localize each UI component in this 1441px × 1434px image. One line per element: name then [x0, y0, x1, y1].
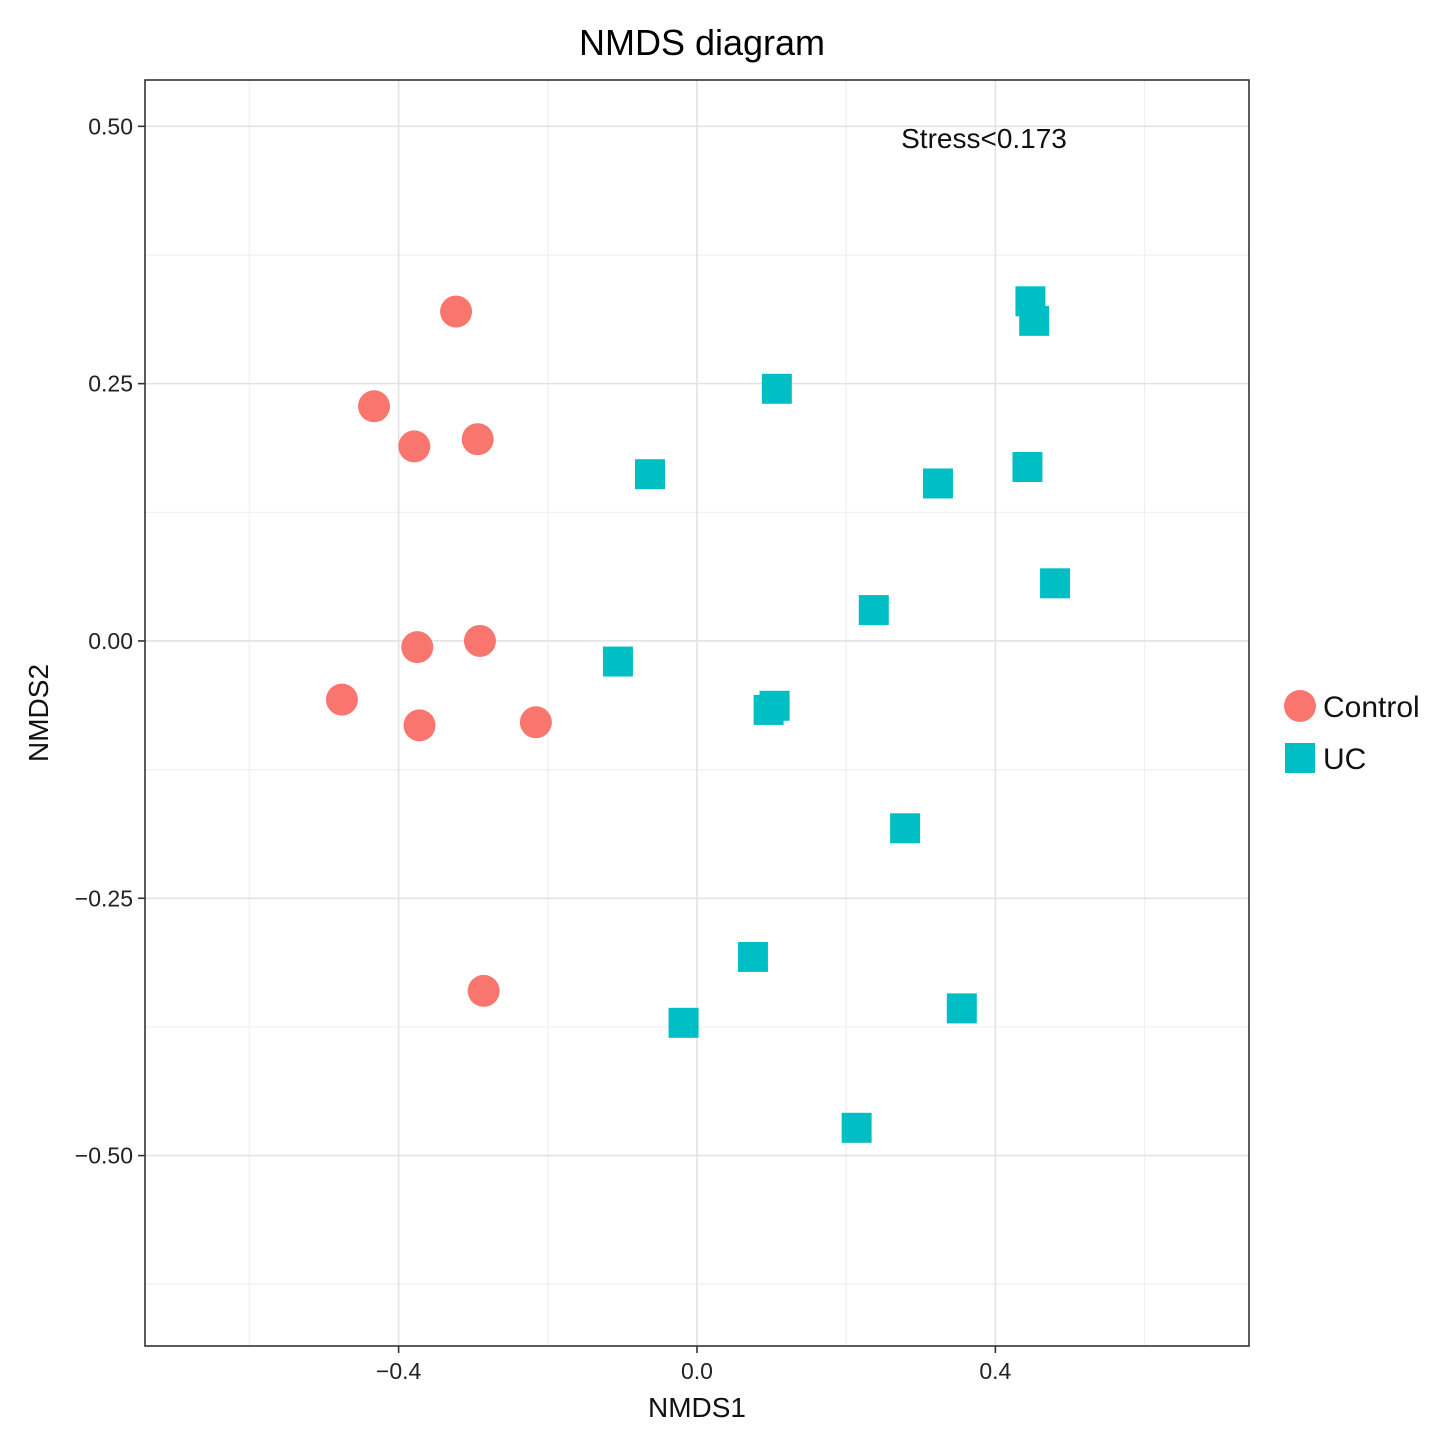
uc-point — [841, 1112, 872, 1143]
uc-point — [761, 373, 792, 404]
y-axis-title: NMDS2 — [23, 664, 54, 762]
control-point — [398, 430, 431, 463]
control-point — [403, 709, 436, 742]
chart-title: NMDS diagram — [579, 22, 825, 63]
x-tick-label: −0.4 — [376, 1358, 422, 1384]
uc-point — [858, 595, 889, 626]
control-point — [440, 295, 473, 328]
uc-point — [922, 468, 953, 499]
legend: Control UC — [1284, 690, 1420, 776]
legend-uc-label: UC — [1323, 743, 1366, 776]
control-point — [461, 423, 494, 456]
stress-annotation: Stress<0.173 — [901, 123, 1067, 154]
x-axis: −0.4 0.0 0.4 — [376, 1346, 1012, 1384]
y-tick-label: 0.25 — [88, 371, 133, 397]
y-tick-label: 0.00 — [88, 628, 133, 654]
y-tick-label: −0.25 — [75, 885, 133, 911]
uc-point — [1012, 452, 1043, 483]
uc-point — [737, 941, 768, 972]
uc-point — [602, 646, 633, 677]
control-point — [325, 683, 358, 716]
uc-point — [1040, 568, 1071, 599]
control-point — [463, 624, 496, 657]
uc-point — [946, 993, 977, 1024]
control-point — [467, 974, 500, 1007]
legend-control-label: Control — [1323, 691, 1420, 724]
control-point — [358, 390, 391, 423]
major-gridlines — [145, 80, 1249, 1346]
legend-control-marker — [1284, 690, 1316, 722]
data-points — [325, 286, 1071, 1143]
y-axis: 0.50 0.25 0.00 −0.25 −0.50 — [75, 113, 145, 1169]
control-point — [401, 631, 434, 664]
control-point — [519, 706, 552, 739]
plot-panel — [144, 79, 1250, 1347]
uc-point — [635, 459, 666, 490]
y-tick-label: 0.50 — [88, 113, 133, 139]
x-tick-label: 0.0 — [681, 1358, 713, 1384]
legend-uc-marker — [1285, 743, 1315, 773]
uc-point — [890, 813, 921, 844]
uc-point — [668, 1007, 699, 1038]
x-axis-title: NMDS1 — [648, 1392, 746, 1423]
uc-point — [753, 694, 784, 725]
y-tick-label: −0.50 — [75, 1143, 133, 1169]
uc-point — [1019, 305, 1050, 336]
x-tick-label: 0.4 — [979, 1358, 1011, 1384]
